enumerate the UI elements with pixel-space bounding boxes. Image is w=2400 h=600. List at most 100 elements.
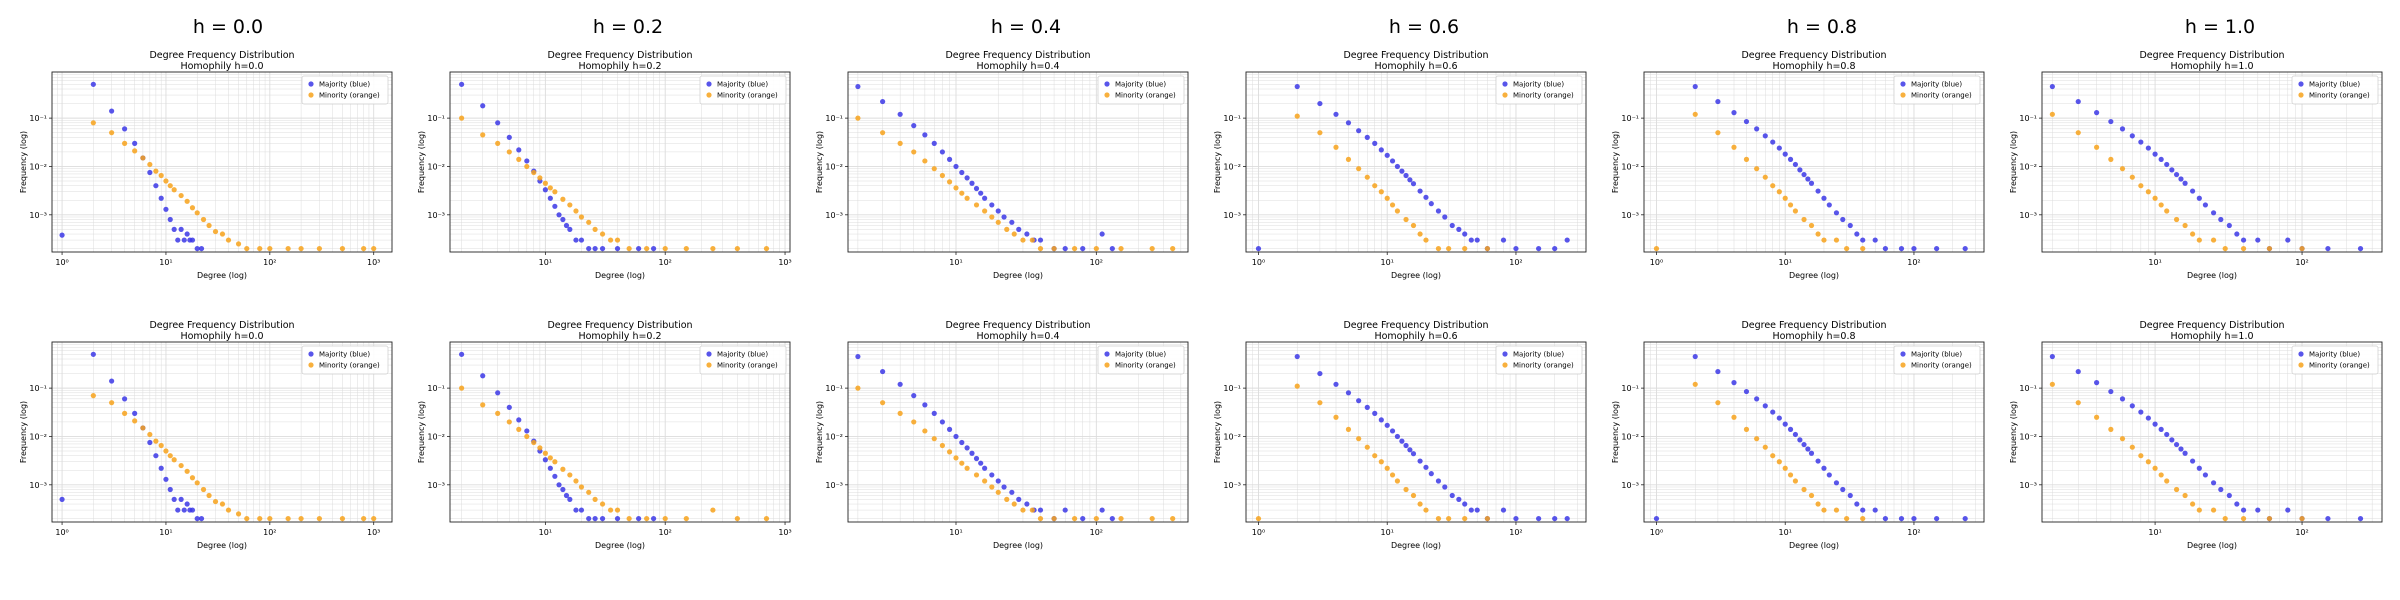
minority-point bbox=[1801, 216, 1807, 223]
majority-point bbox=[1423, 194, 1429, 200]
minority-point bbox=[1731, 144, 1737, 150]
y-axis-label: Frequency (log) bbox=[815, 131, 824, 193]
x-tick-label: 10⁰ bbox=[1252, 258, 1265, 267]
minority-point bbox=[1808, 222, 1815, 229]
minority-point bbox=[206, 492, 212, 499]
minority-point bbox=[184, 468, 190, 474]
majority-point bbox=[1016, 496, 1022, 502]
majority-point bbox=[147, 169, 153, 176]
x-tick-label: 10³ bbox=[778, 258, 791, 267]
subplot-r1-c6: Degree Frequency Distribution Homophily h… bbox=[1990, 48, 2386, 286]
majority-point bbox=[1009, 489, 1015, 495]
majority-point bbox=[158, 195, 164, 201]
minority-point bbox=[2222, 245, 2228, 252]
x-axis-label: Degree (log) bbox=[197, 271, 247, 280]
majority-point bbox=[2210, 480, 2217, 486]
legend-marker-minority bbox=[706, 362, 712, 368]
majority-point bbox=[636, 515, 642, 522]
majority-point bbox=[1417, 458, 1423, 464]
minority-point bbox=[153, 168, 159, 174]
axes-frame bbox=[1245, 71, 1587, 253]
majority-point bbox=[1833, 480, 1840, 486]
majority-point bbox=[578, 237, 585, 243]
majority-point bbox=[573, 237, 579, 243]
minority-point bbox=[1833, 237, 1840, 243]
minority-point bbox=[219, 231, 226, 237]
minority-point bbox=[147, 161, 153, 168]
majority-point bbox=[1317, 370, 1323, 377]
majority-point bbox=[1715, 98, 1721, 105]
majority-point bbox=[2138, 409, 2144, 415]
minority-point bbox=[2196, 237, 2202, 243]
minority-point bbox=[1792, 208, 1799, 214]
y-tick-label: 10⁻² bbox=[1621, 432, 1639, 441]
minority-point bbox=[153, 438, 159, 444]
minority-point bbox=[298, 245, 304, 252]
y-tick-label: 10⁻³ bbox=[1223, 481, 1241, 490]
majority-point bbox=[2190, 458, 2196, 464]
y-axis-label: Frequency (log) bbox=[2009, 131, 2018, 193]
minority-point bbox=[2152, 465, 2158, 471]
minority-point bbox=[2129, 174, 2135, 180]
minority-point bbox=[1787, 202, 1794, 208]
minority-point bbox=[189, 205, 196, 211]
legend-label: Majority (blue) bbox=[2309, 81, 2360, 89]
y-tick-label: 10⁻² bbox=[825, 162, 843, 171]
minority-point bbox=[855, 385, 861, 391]
majority-point bbox=[1037, 507, 1044, 513]
minority-point bbox=[1782, 195, 1788, 201]
minority-point bbox=[2173, 216, 2180, 223]
legend-label: Minority (orange) bbox=[1115, 362, 1176, 370]
subplot-r1-c5: Degree Frequency Distribution Homophily h… bbox=[1592, 48, 1988, 286]
majority-point bbox=[989, 202, 995, 208]
majority-point bbox=[547, 465, 553, 471]
y-tick-label: 10⁻³ bbox=[1223, 211, 1241, 220]
y-tick-label: 10⁻² bbox=[29, 162, 47, 171]
majority-point bbox=[592, 245, 598, 252]
minority-point bbox=[911, 149, 917, 155]
majority-point bbox=[178, 496, 184, 502]
minority-point bbox=[2075, 130, 2081, 136]
majority-point bbox=[1364, 134, 1370, 140]
legend-marker-majority bbox=[1900, 81, 1906, 87]
majority-point bbox=[2145, 415, 2151, 421]
majority-point bbox=[1808, 180, 1815, 186]
minority-point bbox=[1378, 189, 1384, 195]
minority-point bbox=[1417, 501, 1423, 507]
minority-point bbox=[855, 115, 861, 121]
minority-point bbox=[1356, 436, 1362, 442]
majority-point bbox=[2218, 216, 2224, 223]
majority-point bbox=[1692, 83, 1698, 90]
minority-point bbox=[880, 400, 886, 406]
majority-point bbox=[552, 473, 558, 479]
axes-frame bbox=[449, 341, 791, 523]
majority-point bbox=[599, 515, 606, 522]
minority-point bbox=[1844, 245, 1850, 252]
minority-point bbox=[109, 400, 115, 406]
minority-point bbox=[235, 511, 242, 517]
minority-point bbox=[1372, 453, 1378, 459]
majority-point bbox=[2145, 145, 2151, 151]
minority-point bbox=[1435, 245, 1442, 252]
minority-point bbox=[1792, 478, 1799, 484]
minority-point bbox=[989, 214, 995, 220]
majority-point bbox=[1500, 507, 1507, 513]
majority-point bbox=[2178, 176, 2184, 182]
majority-point bbox=[995, 208, 1001, 214]
majority-point bbox=[1797, 167, 1803, 173]
majority-point bbox=[171, 226, 177, 232]
majority-point bbox=[189, 507, 196, 513]
minority-point bbox=[644, 245, 650, 252]
minority-point bbox=[171, 457, 177, 463]
majority-point bbox=[59, 496, 65, 502]
majority-point bbox=[1062, 245, 1068, 252]
minority-point bbox=[524, 433, 530, 440]
subplot-r1-c2: Degree Frequency Distribution Homophily h… bbox=[398, 48, 794, 286]
grid bbox=[51, 71, 392, 252]
minority-point bbox=[1317, 400, 1323, 406]
majority-point bbox=[109, 378, 115, 384]
legend-label: Minority (orange) bbox=[319, 362, 380, 370]
minority-point bbox=[1815, 231, 1821, 237]
majority-point bbox=[1840, 486, 1846, 493]
majority-point bbox=[1449, 222, 1455, 229]
